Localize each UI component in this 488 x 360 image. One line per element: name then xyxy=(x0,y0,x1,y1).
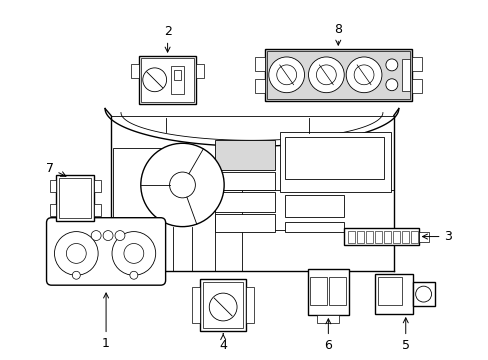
Bar xyxy=(173,70,181,80)
Circle shape xyxy=(112,231,155,275)
Bar xyxy=(284,222,344,231)
Circle shape xyxy=(415,286,431,302)
Bar xyxy=(401,59,409,91)
Bar xyxy=(401,231,408,243)
Circle shape xyxy=(142,68,166,92)
Bar xyxy=(141,58,194,102)
Circle shape xyxy=(276,65,296,85)
Text: 5: 5 xyxy=(401,318,409,352)
Circle shape xyxy=(72,271,80,279)
Circle shape xyxy=(115,231,124,240)
Bar xyxy=(56,175,94,221)
Bar xyxy=(170,66,184,94)
Bar xyxy=(131,64,139,78)
Bar xyxy=(279,132,390,192)
Bar xyxy=(344,228,418,246)
Text: 2: 2 xyxy=(163,24,171,52)
Bar xyxy=(411,57,421,71)
Bar xyxy=(383,231,390,243)
Bar xyxy=(203,282,243,328)
Circle shape xyxy=(346,57,381,93)
Bar xyxy=(200,279,245,331)
Bar xyxy=(196,64,204,78)
Bar xyxy=(374,231,381,243)
Bar xyxy=(215,192,274,212)
Bar xyxy=(254,57,264,71)
Bar xyxy=(284,137,383,179)
Bar xyxy=(377,277,401,305)
Bar xyxy=(328,277,346,305)
Bar xyxy=(317,315,339,323)
Circle shape xyxy=(141,143,224,227)
Bar xyxy=(374,274,412,314)
Bar xyxy=(94,180,101,192)
Circle shape xyxy=(123,243,143,264)
Bar xyxy=(356,231,364,243)
Bar xyxy=(192,287,200,323)
Text: 4: 4 xyxy=(219,334,226,352)
Circle shape xyxy=(385,59,397,71)
Circle shape xyxy=(353,65,373,85)
Circle shape xyxy=(91,231,101,240)
Circle shape xyxy=(385,79,397,91)
Circle shape xyxy=(169,172,195,198)
Bar xyxy=(139,56,196,104)
Circle shape xyxy=(308,57,344,93)
Bar xyxy=(245,287,253,323)
Bar xyxy=(113,148,163,228)
Bar xyxy=(392,231,399,243)
Circle shape xyxy=(54,231,98,275)
Circle shape xyxy=(66,243,86,264)
Bar xyxy=(307,269,348,315)
FancyBboxPatch shape xyxy=(46,218,165,285)
Circle shape xyxy=(209,293,237,321)
Bar xyxy=(347,231,354,243)
Bar xyxy=(215,172,274,190)
Circle shape xyxy=(103,231,113,240)
Bar xyxy=(49,180,56,192)
Bar xyxy=(215,140,274,170)
Bar xyxy=(310,277,326,305)
Bar xyxy=(412,282,434,306)
Text: 8: 8 xyxy=(334,23,342,45)
Circle shape xyxy=(316,65,336,85)
Bar xyxy=(94,204,101,216)
Circle shape xyxy=(268,57,304,93)
Bar xyxy=(366,231,372,243)
Text: 6: 6 xyxy=(324,319,332,352)
Text: 3: 3 xyxy=(422,230,451,243)
Bar xyxy=(410,231,417,243)
Bar xyxy=(49,204,56,216)
Bar xyxy=(254,79,264,93)
Bar xyxy=(284,195,344,217)
Bar xyxy=(215,214,274,231)
Bar xyxy=(60,178,91,218)
Text: 1: 1 xyxy=(102,293,110,350)
Bar xyxy=(266,51,409,99)
Bar xyxy=(418,231,427,242)
Bar xyxy=(264,49,411,100)
Bar xyxy=(411,79,421,93)
Text: 7: 7 xyxy=(45,162,66,176)
Circle shape xyxy=(130,271,138,279)
